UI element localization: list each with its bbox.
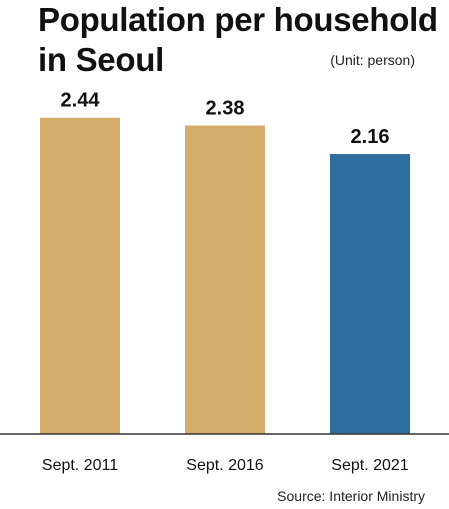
chart-title-line-1: Population per household: [38, 1, 438, 38]
category-label-3: Sept. 2021: [331, 457, 409, 474]
chart-title: Population per household in Seoul: [38, 0, 438, 80]
value-label-3: 2.16: [351, 126, 390, 148]
bar-3: [330, 154, 410, 434]
category-label-1: Sept. 2011: [42, 457, 118, 474]
value-label-1: 2.44: [61, 90, 101, 112]
bar-1: [40, 117, 120, 434]
unit-label: (Unit: person): [330, 52, 415, 68]
value-label-2: 2.38: [206, 98, 245, 120]
chart-title-line-2: in Seoul: [38, 41, 164, 78]
bar-2: [185, 125, 265, 434]
category-label-2: Sept. 2016: [186, 457, 264, 474]
source-note: Source: Interior Ministry: [277, 488, 425, 504]
